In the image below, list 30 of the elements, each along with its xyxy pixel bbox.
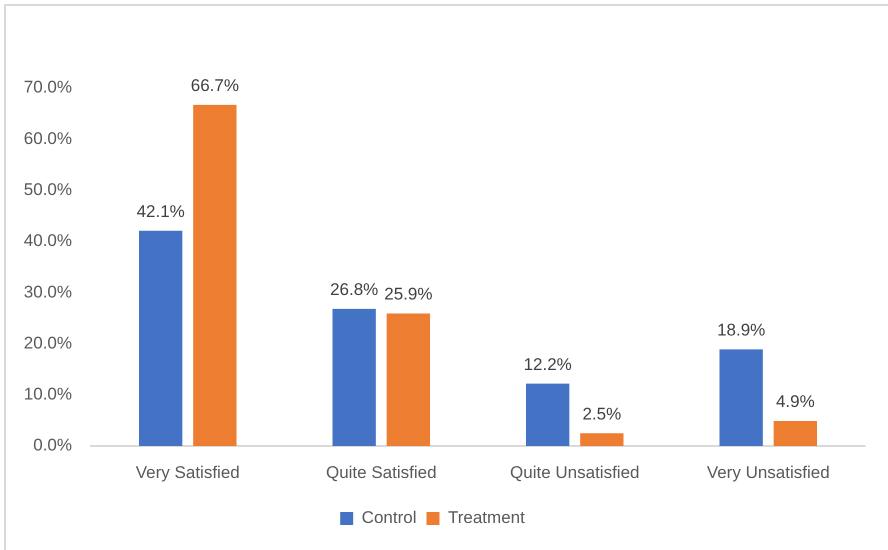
y-tick-label: 10.0% (24, 384, 72, 404)
bar (332, 308, 376, 446)
x-tick-label: Quite Unsatisfied (510, 462, 640, 482)
data-label: 2.5% (582, 404, 622, 424)
data-label: 12.2% (524, 354, 572, 374)
bar (526, 384, 570, 446)
y-tick-label: 50.0% (24, 180, 72, 199)
data-label: 18.9% (717, 320, 766, 340)
x-tick-label: Quite Satisfied (326, 462, 437, 482)
y-tick-label: 30.0% (24, 282, 72, 302)
data-label: 25.9% (384, 284, 432, 304)
legend-label: Control (362, 508, 416, 528)
legend-label: Treatment (448, 508, 526, 528)
bar (774, 420, 818, 446)
bar (138, 230, 182, 446)
y-tick-label: 40.0% (24, 231, 72, 250)
bar (386, 314, 430, 446)
x-tick-label: Very Unsatisfied (706, 462, 830, 482)
bar (193, 104, 237, 446)
y-tick-label: 70.0% (24, 78, 72, 97)
y-tick-label: 0.0% (33, 436, 72, 455)
y-tick-label: 20.0% (24, 333, 72, 352)
data-label: 26.8% (330, 280, 378, 300)
bar (719, 349, 763, 446)
x-tick-label: Very Satisfied (136, 462, 240, 482)
data-label: 42.1% (136, 202, 185, 221)
bar (580, 433, 624, 446)
data-label: 4.9% (776, 392, 815, 412)
data-label: 66.7% (190, 76, 239, 96)
y-tick-label: 60.0% (24, 128, 72, 148)
